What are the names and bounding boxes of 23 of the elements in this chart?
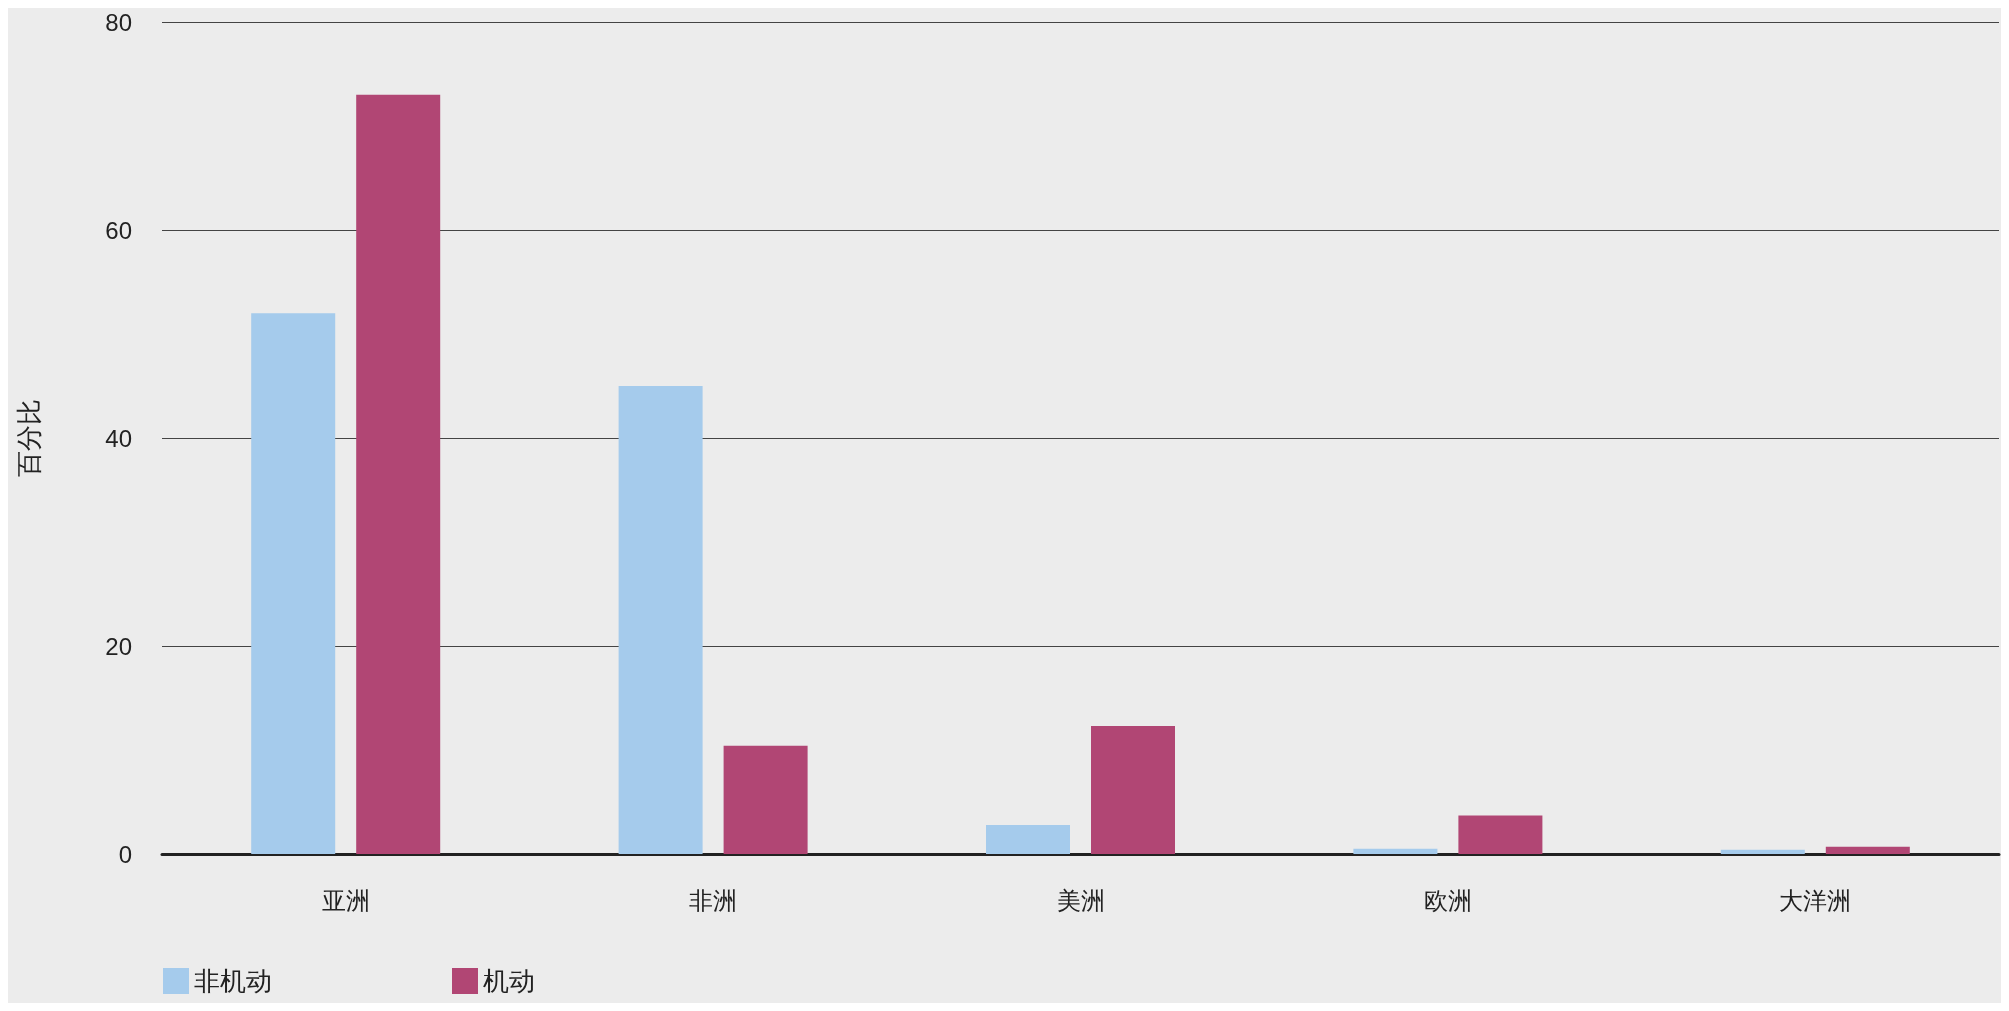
x-tick-label: 大洋洲 xyxy=(1779,886,1852,914)
bar xyxy=(723,745,808,854)
y-tick-label: 60 xyxy=(105,216,132,244)
y-axis-title: 百分比 xyxy=(14,399,44,477)
x-tick-label: 非洲 xyxy=(689,886,738,914)
bar xyxy=(1353,848,1438,854)
x-tick-label: 亚洲 xyxy=(321,886,370,914)
bar xyxy=(251,313,336,854)
legend-label: 非机动 xyxy=(194,966,272,996)
bar xyxy=(1720,849,1805,854)
x-tick-label: 美洲 xyxy=(1056,886,1105,914)
y-tick-label: 0 xyxy=(118,840,132,868)
bar xyxy=(1458,815,1543,854)
bar xyxy=(986,824,1070,854)
legend-label: 机动 xyxy=(483,966,535,996)
x-tick-label: 欧洲 xyxy=(1423,886,1472,914)
bar xyxy=(618,386,703,854)
bar xyxy=(1825,846,1910,854)
y-tick-label: 40 xyxy=(105,424,132,452)
y-tick-label: 20 xyxy=(105,632,132,660)
bar xyxy=(1091,726,1175,854)
y-tick-label: 80 xyxy=(105,8,132,36)
bar xyxy=(356,94,441,854)
